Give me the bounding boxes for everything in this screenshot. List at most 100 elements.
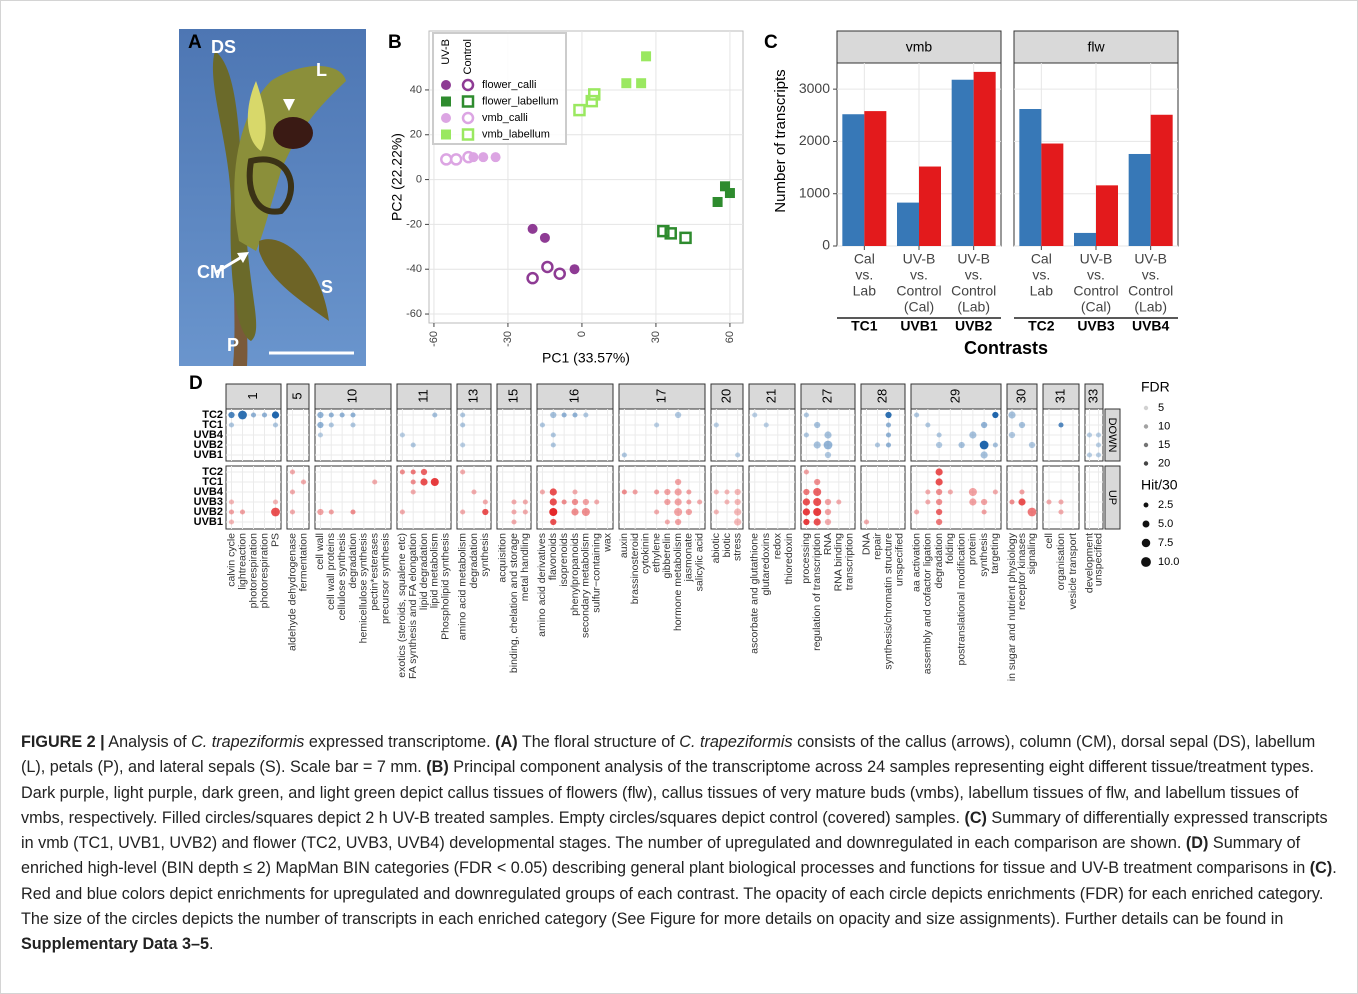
enrichment-dot	[1008, 431, 1016, 439]
bar	[897, 202, 919, 246]
panel-letter: D	[189, 373, 203, 394]
y-tick-label: -20	[406, 218, 422, 230]
facet-strip	[618, 383, 706, 410]
enrichment-dot	[550, 442, 556, 448]
x-tick-label: Control	[951, 283, 996, 299]
facet-label: 29	[947, 389, 962, 403]
point	[539, 232, 550, 243]
facet-strip	[910, 383, 1002, 410]
legend-symbol	[1143, 405, 1149, 411]
enrichment-dot	[1095, 442, 1102, 448]
x-tick-label: vs.	[965, 267, 983, 283]
facet-label: 15	[505, 389, 520, 403]
legend-title: Hit/30	[1141, 477, 1178, 493]
enrichment-dot	[328, 422, 334, 428]
category-label: cytokinin	[640, 533, 652, 574]
category-label: organisation	[1055, 533, 1067, 590]
point	[478, 152, 489, 163]
x-tick-label: (Lab)	[957, 299, 990, 315]
x-tick-label: vs.	[910, 267, 928, 283]
category-label: vesicle transport	[1067, 533, 1079, 610]
x-tick-label: Lab	[853, 283, 877, 299]
enrichment-dot	[410, 469, 416, 475]
enrichment-dot	[664, 488, 671, 496]
category-label: sulfur−containing	[590, 533, 602, 613]
y-axis-label: Number of transcripts	[772, 69, 789, 212]
x-tick-label: vs.	[1087, 267, 1105, 283]
enrichment-dot	[289, 509, 296, 515]
enrichment-dot	[550, 432, 556, 438]
photo-label: L	[316, 60, 327, 80]
enrichment-dot	[583, 412, 589, 418]
category-label: Phospholipid synthesis	[439, 533, 451, 640]
group-label: UVB2	[955, 318, 993, 334]
enrichment-dot	[813, 441, 821, 449]
enrichment-dot	[339, 412, 345, 418]
enrichment-dot	[511, 509, 517, 515]
row-label: UVB1	[194, 516, 223, 528]
photo-label: DS	[211, 37, 236, 57]
enrichment-dot	[936, 432, 942, 438]
enrichment-dot	[1095, 432, 1102, 438]
category-label: metal handling	[519, 533, 531, 601]
enrichment-dot	[549, 507, 558, 517]
row-label: UVB2	[194, 439, 223, 451]
enrichment-dot	[992, 442, 998, 448]
enrichment-dot	[734, 518, 742, 526]
legend-symbol	[1143, 424, 1149, 429]
panel-letter: C	[764, 32, 778, 53]
row-label: TC1	[202, 419, 223, 431]
x-tick-label: Cal	[1031, 251, 1052, 267]
category-label: binding, chelation and storage	[508, 533, 520, 673]
enrichment-dot	[350, 412, 356, 418]
enrichment-dot	[885, 411, 892, 419]
point	[724, 188, 735, 199]
figure: A DS L CM S P B -60 -40 -20 0 20 40 -60 -30 0 30 60 PC1 (3…	[179, 29, 1179, 681]
enrichment-dot	[674, 498, 682, 506]
row-label: UVB2	[194, 506, 223, 518]
enrichment-dot	[675, 411, 682, 419]
category-label: aa activation	[910, 533, 922, 592]
enrichment-dot	[561, 412, 567, 418]
enrichment-dot	[571, 508, 579, 516]
facet-strip	[225, 383, 282, 410]
point	[573, 103, 586, 117]
point	[553, 267, 566, 280]
strip-label: UP	[1106, 490, 1118, 505]
caption-text: . Red and blue colors depict enrichments…	[21, 859, 1337, 929]
strip-label: DOWN	[1106, 418, 1118, 453]
enrichment-dot	[925, 499, 931, 505]
legend-label: 15	[1158, 439, 1170, 451]
enrichment-dot	[539, 489, 545, 495]
x-tick-label: (Cal)	[1081, 299, 1111, 315]
enrichment-dot	[272, 422, 279, 428]
point	[664, 227, 677, 240]
y-tick-label: 2000	[799, 132, 830, 148]
enrichment-dot	[992, 411, 999, 419]
enrichment-dot	[803, 469, 809, 475]
x-tick-label: Cal	[854, 251, 875, 267]
enrichment-dot	[824, 451, 832, 459]
category-label: thioredoxin	[783, 533, 795, 585]
facet-strip	[1104, 465, 1121, 530]
enrichment-dot	[317, 421, 324, 429]
enrichment-dot	[1086, 452, 1093, 458]
enrichment-dot	[228, 499, 235, 505]
bar	[1019, 109, 1042, 246]
legend-symbol	[1142, 520, 1150, 528]
legend-label: 10.0	[1158, 556, 1179, 568]
point	[462, 150, 475, 164]
category-label: FA synthesis and FA elongation	[407, 533, 419, 679]
enrichment-dot	[1019, 489, 1025, 495]
enrichment-dot	[936, 508, 943, 516]
enrichment-dot	[686, 489, 692, 495]
point	[526, 271, 539, 285]
category-label: photorespiration	[258, 533, 270, 608]
caption-text: C. trapeziformis	[191, 733, 305, 751]
bar	[919, 166, 941, 246]
category-label: amino acid metabolism	[456, 533, 468, 641]
enrichment-dot	[550, 411, 557, 419]
group-label: UVB1	[900, 318, 938, 334]
facet-strip	[710, 383, 744, 410]
legend-symbol	[441, 129, 451, 140]
